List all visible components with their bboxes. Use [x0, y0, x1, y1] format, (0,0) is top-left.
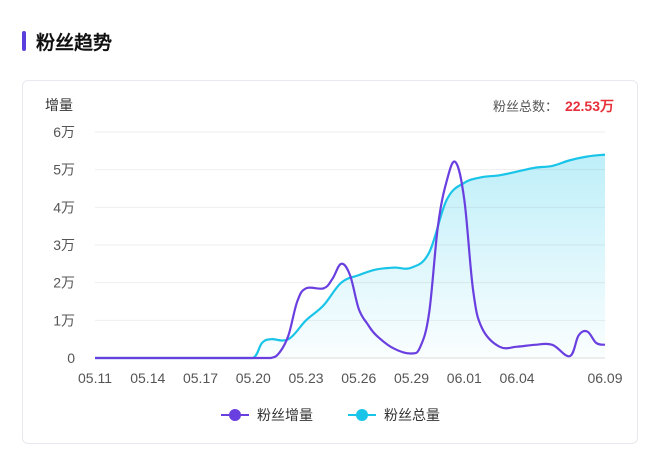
y-tick-label: 3万: [53, 237, 75, 253]
total-fans-label: 粉丝总数：: [493, 99, 558, 114]
page-title: 粉丝趋势: [36, 32, 113, 54]
chart-card: 增量 粉丝总数： 22.53万 0 1万 2万 3万 4万 5万 6万 05.11 05.14 0…: [22, 80, 638, 444]
x-tick-label: 06.01: [447, 370, 482, 386]
legend-marker: [356, 409, 368, 421]
x-tick-label: 05.14: [130, 370, 165, 386]
series-lines: [95, 153, 606, 360]
x-tick-label: 05.17: [183, 370, 218, 386]
fans-increase-line: [95, 160, 606, 360]
legend-item-fans-increase[interactable]: 粉丝增量: [221, 407, 313, 423]
y-tick-label: 2万: [53, 275, 75, 291]
y-tick-label: 1万: [53, 312, 75, 328]
section-accent-bar: [22, 31, 26, 51]
total-fans-area: [95, 154, 605, 358]
x-tick-label: 06.09: [587, 370, 622, 386]
legend-label: 粉丝增量: [257, 407, 313, 423]
x-tick-label: 05.11: [78, 370, 112, 386]
y-tick-label: 5万: [53, 162, 75, 178]
x-tick-label: 05.26: [341, 370, 376, 386]
y-axis-label: 增量: [45, 97, 73, 113]
section-header: 粉丝趋势: [22, 28, 112, 54]
y-tick-label: 6万: [53, 124, 75, 140]
x-tick-label: 05.20: [236, 370, 271, 386]
legend-item-total-fans[interactable]: 粉丝总量: [348, 407, 440, 423]
legend[interactable]: 粉丝增量 粉丝总量: [221, 407, 440, 423]
total-fans-value: 22.53万: [565, 98, 614, 114]
y-tick-label: 0: [67, 350, 75, 366]
legend-label: 粉丝总量: [384, 407, 440, 423]
x-tick-label: 05.23: [289, 370, 324, 386]
x-tick-label: 06.04: [500, 370, 535, 386]
x-tick-label: 05.29: [394, 370, 429, 386]
fans-trend-chart: 增量 粉丝总数： 22.53万 0 1万 2万 3万 4万 5万 6万 05.11 05.14 0…: [45, 97, 623, 423]
legend-marker: [229, 409, 241, 421]
y-tick-label: 4万: [53, 199, 75, 215]
